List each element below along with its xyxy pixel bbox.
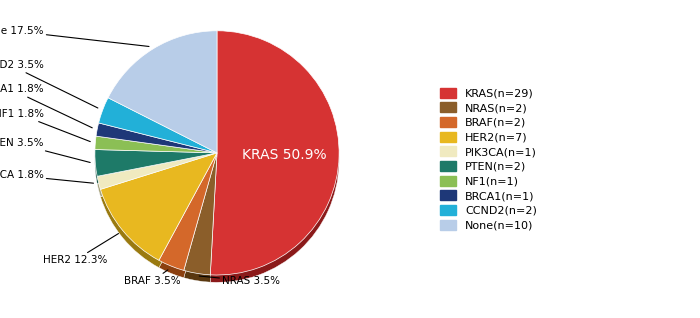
Wedge shape bbox=[97, 153, 217, 189]
Wedge shape bbox=[210, 31, 339, 275]
Text: PTEN 3.5%: PTEN 3.5% bbox=[0, 138, 90, 162]
Wedge shape bbox=[95, 157, 217, 183]
Wedge shape bbox=[101, 153, 217, 260]
Wedge shape bbox=[95, 143, 217, 160]
Text: NRAS 3.5%: NRAS 3.5% bbox=[199, 276, 280, 286]
Wedge shape bbox=[101, 160, 217, 268]
Wedge shape bbox=[108, 38, 217, 160]
Wedge shape bbox=[95, 149, 217, 176]
Wedge shape bbox=[210, 38, 339, 282]
Text: NF1 1.8%: NF1 1.8% bbox=[0, 109, 90, 142]
Wedge shape bbox=[184, 153, 217, 275]
Text: KRAS 50.9%: KRAS 50.9% bbox=[241, 148, 326, 162]
Wedge shape bbox=[97, 160, 217, 197]
Wedge shape bbox=[184, 160, 217, 282]
Wedge shape bbox=[96, 130, 217, 160]
Wedge shape bbox=[159, 153, 217, 270]
Text: CCND2 3.5%: CCND2 3.5% bbox=[0, 60, 98, 108]
Wedge shape bbox=[95, 136, 217, 153]
Text: BRCA1 1.8%: BRCA1 1.8% bbox=[0, 84, 92, 128]
Text: BRAF 3.5%: BRAF 3.5% bbox=[124, 270, 181, 286]
Wedge shape bbox=[96, 123, 217, 153]
Legend: KRAS(n=29), NRAS(n=2), BRAF(n=2), HER2(n=7), PIK3CA(n=1), PTEN(n=2), NF1(n=1), B: KRAS(n=29), NRAS(n=2), BRAF(n=2), HER2(n… bbox=[440, 88, 537, 230]
Wedge shape bbox=[108, 31, 217, 153]
Text: HER2 12.3%: HER2 12.3% bbox=[43, 233, 118, 265]
Text: PIK3CA 1.8%: PIK3CA 1.8% bbox=[0, 170, 94, 183]
Wedge shape bbox=[99, 98, 217, 153]
Wedge shape bbox=[99, 105, 217, 160]
Text: None 17.5%: None 17.5% bbox=[0, 26, 149, 46]
Wedge shape bbox=[159, 160, 217, 278]
